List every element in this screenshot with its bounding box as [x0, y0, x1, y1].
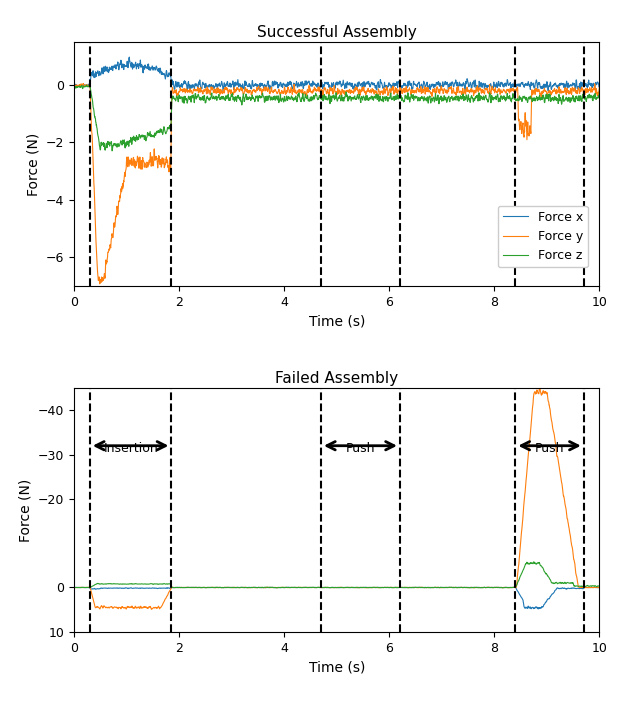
Force z — [70, 583, 78, 592]
Force y — [96, 279, 103, 288]
Force z — [86, 81, 93, 89]
Force x — [581, 583, 588, 592]
Force x — [581, 80, 588, 88]
Force z — [70, 82, 78, 91]
Force z — [485, 97, 492, 105]
Force z — [530, 557, 538, 566]
Text: Push: Push — [345, 442, 375, 455]
Line: Force x: Force x — [74, 588, 599, 609]
Force x — [485, 583, 492, 592]
Force z — [581, 583, 588, 591]
Force y — [536, 383, 543, 391]
Force y — [70, 81, 78, 90]
Y-axis label: Force (N): Force (N) — [27, 133, 41, 196]
Force y — [485, 88, 492, 96]
Force x — [581, 583, 588, 592]
Force y — [98, 273, 105, 282]
Force y — [326, 583, 334, 592]
Force y — [97, 602, 104, 611]
Line: Force y: Force y — [74, 84, 599, 284]
Force z — [98, 138, 105, 147]
Line: Force x: Force x — [74, 57, 599, 91]
Force x — [97, 69, 104, 78]
Force x — [485, 81, 492, 90]
Force x — [70, 583, 78, 592]
Force z — [596, 583, 603, 591]
X-axis label: Time (s): Time (s) — [308, 314, 365, 328]
Title: Failed Assembly: Failed Assembly — [275, 371, 399, 385]
Legend: Force x, Force y, Force z: Force x, Force y, Force z — [497, 206, 588, 267]
Force x — [312, 583, 320, 592]
Force z — [581, 582, 588, 590]
Force z — [97, 580, 104, 588]
Force x — [581, 81, 588, 90]
Force y — [485, 583, 492, 592]
Force y — [70, 583, 78, 592]
Force y — [596, 82, 603, 91]
Force z — [312, 583, 320, 592]
Force z — [581, 95, 588, 103]
Force z — [313, 91, 320, 99]
Y-axis label: Force (N): Force (N) — [19, 478, 33, 541]
Force x — [184, 583, 192, 592]
Line: Force z: Force z — [74, 562, 599, 588]
Line: Force z: Force z — [74, 85, 599, 151]
Force y — [79, 79, 87, 88]
Force x — [97, 584, 104, 592]
Force z — [581, 95, 588, 103]
Force z — [485, 583, 492, 592]
Force z — [326, 100, 334, 108]
X-axis label: Time (s): Time (s) — [308, 660, 365, 674]
Force x — [184, 86, 191, 95]
Force x — [70, 81, 78, 89]
Line: Force y: Force y — [74, 387, 599, 609]
Force y — [581, 88, 588, 97]
Force x — [596, 583, 603, 592]
Force z — [326, 583, 334, 592]
Force z — [108, 147, 116, 155]
Force y — [581, 583, 588, 592]
Force z — [274, 583, 281, 592]
Force x — [326, 583, 334, 592]
Force y — [581, 583, 588, 592]
Force x — [326, 84, 334, 93]
Force x — [535, 604, 542, 613]
Title: Successful Assembly: Successful Assembly — [257, 25, 417, 39]
Text: Push: Push — [535, 442, 564, 455]
Force x — [596, 82, 603, 91]
Force y — [312, 583, 320, 592]
Force y — [148, 605, 155, 614]
Force y — [596, 583, 603, 592]
Force y — [326, 84, 334, 92]
Force z — [596, 85, 603, 93]
Force x — [313, 81, 320, 89]
Force y — [581, 91, 588, 99]
Force x — [125, 53, 133, 61]
Text: Insertion: Insertion — [103, 442, 158, 455]
Force y — [313, 87, 320, 95]
